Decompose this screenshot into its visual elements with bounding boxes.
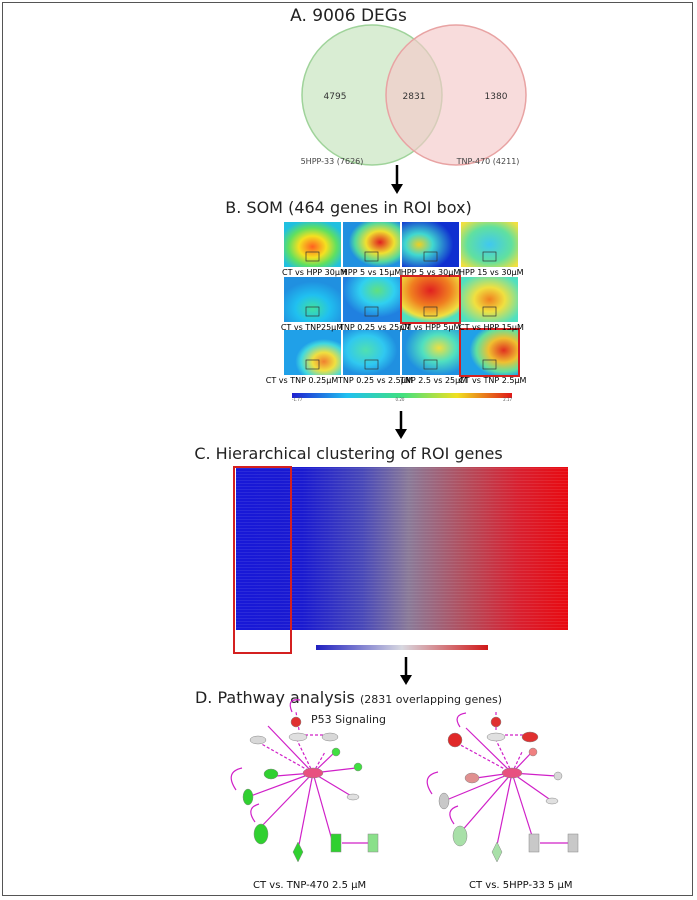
- pathway-left: [230, 699, 368, 851]
- som-map: [343, 277, 400, 322]
- venn-overlap-count: 2831: [403, 92, 426, 102]
- pathway-left-caption: CT vs. TNP-470 2.5 µM: [253, 880, 367, 891]
- panel-d-title-sub: (2831 overlapping genes): [359, 693, 503, 706]
- som-map: [461, 330, 518, 375]
- panel-c-title: C. Hierarchical clustering of ROI genes: [194, 444, 503, 463]
- som-scale-max: 2.17: [503, 397, 512, 402]
- venn-left-label: 5HPP-33 (7626): [301, 157, 364, 166]
- pathway-right-caption: CT vs. 5HPP-33 5 µM: [469, 880, 573, 891]
- som-highlight-box: [459, 328, 520, 377]
- som-caption: TNP 0.25 vs 2.5µM: [338, 376, 413, 385]
- pathway-right: [426, 712, 568, 851]
- som-map: [343, 222, 400, 267]
- som-map: [284, 277, 341, 322]
- venn-right-label: TNP-470 (4211): [456, 157, 520, 166]
- som-caption: CT vs TNP 0.25µM: [265, 376, 339, 385]
- som-map: [284, 330, 341, 375]
- som-color-scale: [292, 393, 512, 398]
- panel-d-title-main: D. Pathway analysis: [194, 688, 355, 707]
- som-caption: CT vs HPP 5µM: [400, 323, 461, 332]
- som-caption: HPP 5 vs 15µM: [341, 268, 402, 277]
- venn-right-count: 1380: [485, 92, 508, 102]
- heatmap: [233, 466, 568, 654]
- venn-diagram: 4795 2831 1380 5HPP-33 (7626) TNP-470 (4…: [301, 24, 527, 166]
- venn-right-circle: [385, 24, 527, 166]
- som-map: [343, 330, 400, 375]
- som-caption: TNP 0.25 vs 25µM: [339, 323, 412, 332]
- som-caption: CT vs TNP25µM: [280, 323, 344, 332]
- heatmap-color-scale: [316, 645, 488, 650]
- som-caption: HPP 5 vs 30µM: [400, 268, 461, 277]
- pathway-left-nodes: [242, 716, 379, 863]
- pathway-right-nodes: [438, 716, 579, 863]
- pathway-subtitle: P53 Signaling: [311, 713, 386, 726]
- panel-b-title: B. SOM (464 genes in ROI box): [225, 198, 472, 217]
- som-caption: CT vs HPP 30µM: [282, 268, 347, 277]
- som-caption: CT vs TNP 2.5µM: [459, 376, 527, 385]
- som-map: [461, 222, 518, 267]
- som-map: [402, 330, 459, 375]
- som-scale-min: -1.77: [292, 397, 303, 402]
- som-caption: CT vs HPP 15µM: [459, 323, 524, 332]
- som-scale-mid: 0.20: [396, 397, 405, 402]
- som-grid: -1.77 0.20 2.17: [284, 222, 520, 402]
- panel-d-title: D. Pathway analysis (2831 overlapping ge…: [0, 688, 697, 707]
- som-map: [402, 277, 459, 322]
- som-highlight-box: [400, 275, 461, 324]
- panel-a-title: A. 9006 DEGs: [290, 6, 407, 26]
- som-map: [284, 222, 341, 267]
- venn-left-count: 4795: [324, 92, 347, 102]
- som-caption: HPP 15 vs 30µM: [459, 268, 524, 277]
- heatmap-highlight-box: [233, 466, 292, 654]
- som-map: [461, 277, 518, 322]
- som-caption: TNP 2.5 vs 25µM: [400, 376, 468, 385]
- som-map: [402, 222, 459, 267]
